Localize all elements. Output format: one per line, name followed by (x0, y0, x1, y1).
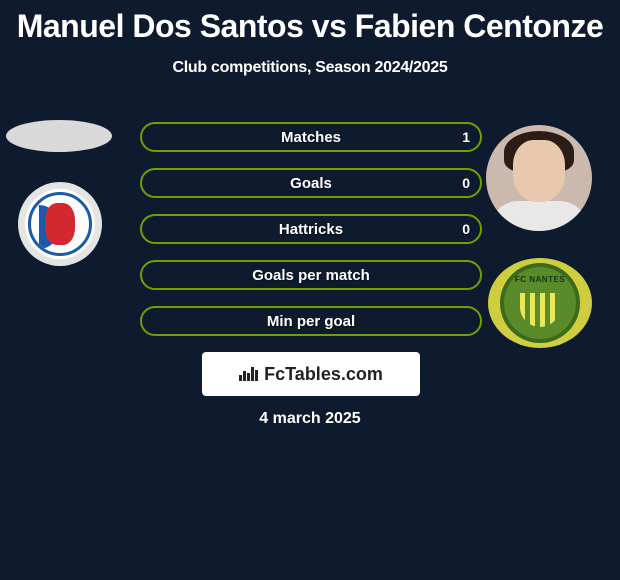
stat-value-right: 1 (462, 124, 470, 150)
stat-row: Hattricks0 (140, 214, 482, 244)
chart-icon (239, 367, 258, 381)
stat-row: Goals0 (140, 168, 482, 198)
club-badge-right: FC NANTES (488, 258, 592, 348)
player-right-photo (486, 125, 592, 231)
player-shirt (489, 201, 589, 231)
player-left-photo (6, 120, 112, 152)
club-right-label: FC NANTES (515, 275, 565, 284)
stat-row: Min per goal (140, 306, 482, 336)
date-label: 4 march 2025 (0, 410, 620, 428)
brand-text: FcTables.com (264, 364, 383, 385)
stat-label: Hattricks (142, 216, 480, 242)
stat-label: Min per goal (142, 308, 480, 334)
stat-row: Goals per match (140, 260, 482, 290)
stat-label: Goals (142, 170, 480, 196)
stat-row: Matches1 (140, 122, 482, 152)
stat-label: Matches (142, 124, 480, 150)
subtitle: Club competitions, Season 2024/2025 (0, 59, 620, 77)
stat-label: Goals per match (142, 262, 480, 288)
stat-value-right: 0 (462, 170, 470, 196)
stats-container: Matches1Goals0Hattricks0Goals per matchM… (140, 122, 482, 352)
page-title: Manuel Dos Santos vs Fabien Centonze (0, 0, 620, 45)
club-badge-left (18, 182, 102, 266)
player-face (513, 140, 565, 202)
stat-value-right: 0 (462, 216, 470, 242)
brand-box: FcTables.com (202, 352, 420, 396)
